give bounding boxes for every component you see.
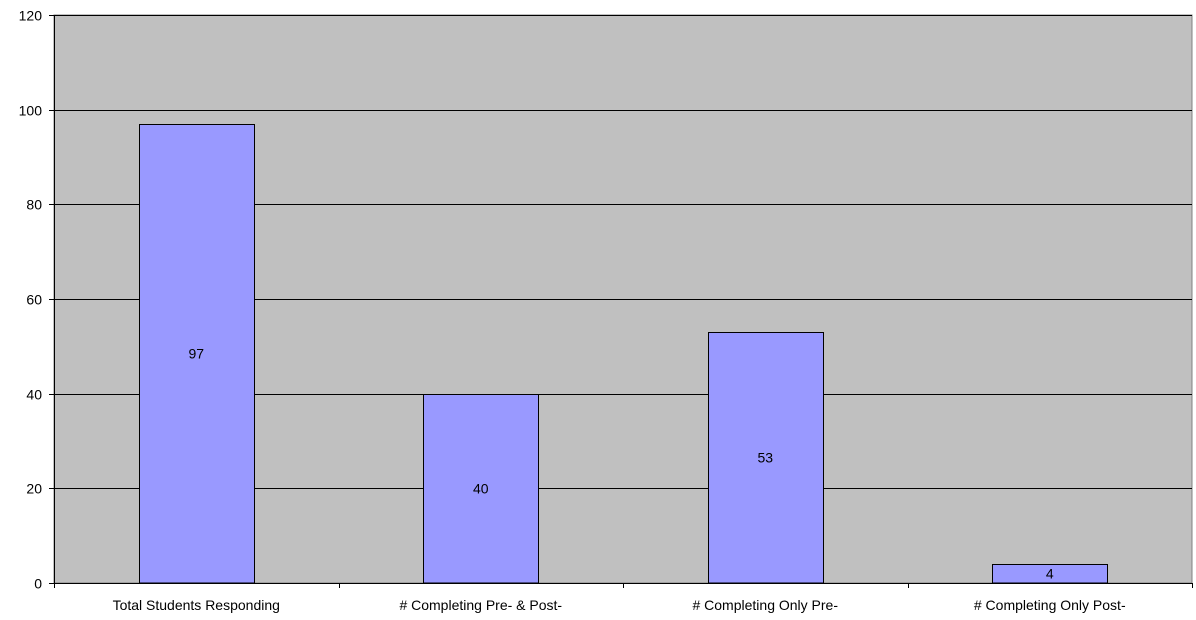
bar xyxy=(708,332,824,584)
x-tick-label: # Completing Only Post- xyxy=(974,597,1126,613)
labels: 0 20 40 60 80 100 120 97 Total Students Respondi… xyxy=(19,8,1126,614)
y-tick-label: 100 xyxy=(19,103,43,119)
data-label: 4 xyxy=(1046,566,1054,582)
y-tick-label: 120 xyxy=(19,8,43,24)
y-tick-label: 40 xyxy=(26,387,42,403)
y-tick-label: 80 xyxy=(26,197,42,213)
bar xyxy=(139,124,255,584)
x-tick-label: # Completing Only Pre- xyxy=(692,597,838,613)
x-tick-label: # Completing Pre- & Post- xyxy=(399,597,562,613)
x-tick-label: Total Students Responding xyxy=(113,597,280,613)
data-label: 40 xyxy=(473,480,489,496)
bar xyxy=(423,394,539,584)
bars xyxy=(139,124,1108,584)
y-tick-label: 20 xyxy=(26,481,42,497)
y-tick-label: 0 xyxy=(34,576,42,592)
data-label: 97 xyxy=(188,345,204,361)
y-tick-label: 60 xyxy=(26,292,42,308)
axes xyxy=(49,15,1193,588)
data-label: 53 xyxy=(757,450,773,466)
